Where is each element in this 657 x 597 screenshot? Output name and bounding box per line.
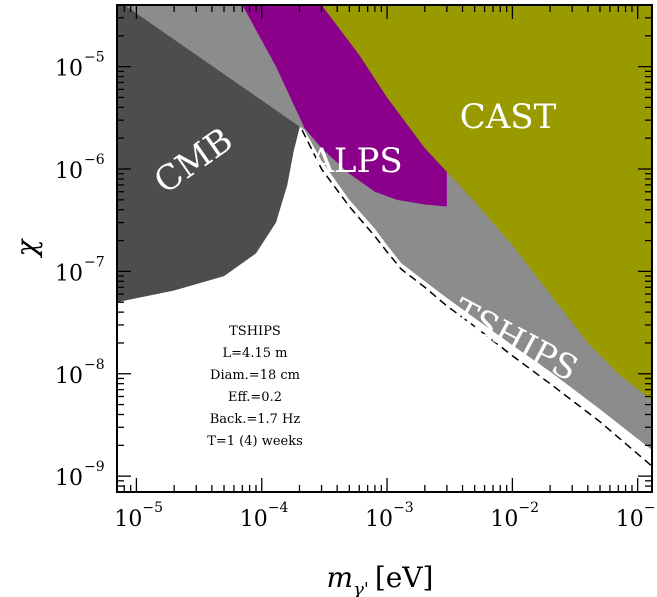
- y-axis-title: χ: [10, 237, 43, 258]
- info-line: Back.=1.7 Hz: [210, 412, 301, 427]
- y-tick-label: 10: [55, 57, 83, 82]
- y-tick-exponent: −5: [84, 50, 105, 66]
- info-line: L=4.15 m: [223, 346, 288, 361]
- info-line: Eff.=0.2: [228, 390, 282, 405]
- info-line: T=1 (4) weeks: [207, 434, 303, 449]
- dashed-layer: [301, 129, 652, 467]
- y-tick-label: 10: [55, 261, 83, 286]
- svg-text:mγ'[eV]: mγ' [eV]: [327, 561, 434, 597]
- sensitivity-dashed-line: [301, 129, 652, 467]
- region-alps: [242, 5, 447, 207]
- cast-label: CAST: [460, 97, 557, 137]
- x-tick-exponent: −3: [393, 500, 414, 516]
- regions-layer: [117, 5, 652, 451]
- tick-labels-layer: 10−510−410−310−210−110−910−810−710−610−5: [55, 50, 657, 532]
- y-tick-label: 10: [55, 466, 83, 491]
- info-line: TSHIPS: [229, 324, 281, 339]
- plot-frame: [116, 4, 653, 493]
- y-tick-label: 10: [55, 364, 83, 389]
- x-tick-label: 10: [616, 507, 644, 532]
- x-tick-exponent: −1: [644, 500, 657, 516]
- y-tick-exponent: −9: [84, 459, 105, 475]
- x-tick-label: 10: [114, 507, 142, 532]
- info-line: Diam.=18 cm: [210, 368, 300, 383]
- x-tick-label: 10: [490, 507, 518, 532]
- x-axis-title-sub: γ': [353, 579, 369, 597]
- x-tick-exponent: −2: [518, 500, 539, 516]
- x-axis-title: mγ' [eV]: [327, 561, 434, 597]
- x-axis-title-unit: [eV]: [375, 561, 434, 594]
- y-tick-exponent: −7: [84, 254, 105, 270]
- info-box: TSHIPS L=4.15 m Diam.=18 cm Eff.=0.2 Bac…: [207, 324, 303, 449]
- y-tick-exponent: −8: [84, 357, 105, 373]
- region-cast: [321, 5, 652, 401]
- alps-label: ALPS: [308, 141, 402, 181]
- x-tick-label: 10: [365, 507, 393, 532]
- ticks-layer: [116, 4, 652, 493]
- y-tick-label: 10: [55, 159, 83, 184]
- x-tick-exponent: −4: [268, 500, 289, 516]
- y-tick-exponent: −6: [84, 152, 105, 168]
- x-tick-exponent: −5: [142, 500, 163, 516]
- x-axis-title-main: m: [327, 561, 354, 594]
- x-tick-label: 10: [240, 507, 268, 532]
